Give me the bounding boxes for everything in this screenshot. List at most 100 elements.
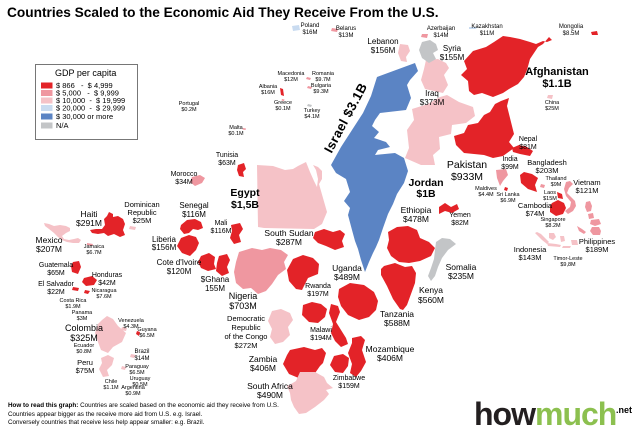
svg-text:Syria: Syria: [443, 44, 462, 53]
svg-text:Costa Rica: Costa Rica: [60, 298, 88, 304]
svg-text:Paraguay: Paraguay: [125, 364, 149, 370]
svg-text:Argentina: Argentina: [121, 385, 145, 391]
svg-text:$42M: $42M: [98, 280, 116, 287]
svg-text:Malta: Malta: [229, 125, 243, 131]
svg-text:$4.4M: $4.4M: [478, 192, 494, 198]
svg-text:$588M: $588M: [384, 318, 410, 328]
svg-text:Panama: Panama: [72, 310, 93, 316]
svg-text:Afghanistan: Afghanistan: [525, 66, 589, 78]
svg-text:$8.5M: $8.5M: [563, 31, 580, 37]
svg-text:$12M: $12M: [284, 77, 298, 83]
svg-text:$ 5,000 - $ 9,999: $ 5,000 - $ 9,999: [56, 89, 119, 98]
svg-text:$1,5B: $1,5B: [231, 199, 259, 211]
svg-text:$235M: $235M: [448, 271, 474, 281]
svg-text:$560M: $560M: [418, 295, 444, 305]
svg-text:$703M: $703M: [229, 301, 257, 311]
svg-text:Uruguay: Uruguay: [130, 376, 151, 382]
svg-text:Laos: Laos: [544, 190, 556, 196]
svg-text:$7.6M: $7.6M: [96, 294, 112, 300]
svg-text:$16M: $16M: [261, 90, 275, 96]
svg-text:Dominican: Dominican: [124, 200, 159, 209]
svg-text:Turkey: Turkey: [304, 108, 321, 114]
svg-text:Singapore: Singapore: [540, 217, 565, 223]
svg-text:Guyana: Guyana: [137, 327, 157, 333]
svg-text:Bulgaria: Bulgaria: [311, 83, 332, 89]
svg-text:$121M: $121M: [576, 186, 599, 195]
svg-text:China: China: [545, 100, 560, 106]
svg-text:$4.1M: $4.1M: [304, 114, 320, 120]
svg-text:$22M: $22M: [47, 289, 65, 296]
svg-text:Jordan: Jordan: [408, 177, 443, 189]
svg-text:Brazil: Brazil: [134, 349, 149, 355]
svg-text:Bangladesh: Bangladesh: [527, 158, 567, 167]
svg-text:Senegal: Senegal: [179, 201, 209, 210]
svg-text:Uganda: Uganda: [332, 263, 362, 273]
svg-text:Sri Lanka: Sri Lanka: [496, 192, 520, 198]
svg-text:$11M: $11M: [480, 31, 495, 37]
svg-text:Countries Scaled to the Econom: Countries Scaled to the Economic Aid The…: [7, 5, 439, 20]
svg-text:$1.9M: $1.9M: [65, 304, 81, 310]
svg-text:Jamaica: Jamaica: [84, 244, 105, 250]
svg-text:$291M: $291M: [76, 218, 102, 228]
svg-text:Lebanon: Lebanon: [367, 37, 398, 46]
svg-text:Poland: Poland: [301, 23, 320, 29]
svg-text:$189M: $189M: [586, 245, 609, 254]
svg-text:Mongolia: Mongolia: [559, 24, 584, 30]
svg-text:Peru: Peru: [77, 358, 93, 367]
svg-text:$63M: $63M: [218, 160, 236, 167]
svg-text:$82M: $82M: [451, 220, 469, 227]
svg-text:Macedonia: Macedonia: [278, 71, 306, 77]
svg-text:$156M: $156M: [152, 243, 177, 252]
svg-text:$4.3M: $4.3M: [123, 324, 139, 330]
svg-text:$6.5M: $6.5M: [139, 333, 155, 339]
svg-text:Albania: Albania: [259, 84, 278, 90]
svg-text:South Africa: South Africa: [247, 381, 293, 391]
svg-text:Nigeria: Nigeria: [229, 291, 258, 301]
svg-text:$81M: $81M: [519, 144, 537, 151]
svg-text:$478M: $478M: [403, 214, 429, 224]
svg-text:Liberia: Liberia: [152, 235, 177, 244]
svg-text:$9.3M: $9.3M: [313, 89, 329, 95]
svg-text:Vietnam: Vietnam: [573, 178, 600, 187]
svg-text:$16M: $16M: [302, 30, 317, 36]
svg-text:$0.8M: $0.8M: [76, 349, 92, 355]
svg-text:$0.2M: $0.2M: [181, 107, 197, 113]
svg-text:Democratic: Democratic: [227, 314, 265, 323]
svg-text:$0.1M: $0.1M: [275, 106, 291, 112]
svg-text:Maldives: Maldives: [475, 186, 497, 192]
svg-text:$65M: $65M: [47, 270, 65, 277]
svg-text:Countries appear bigger as the: Countries appear bigger as the receive m…: [8, 411, 202, 418]
svg-text:Zimbabwe: Zimbabwe: [333, 375, 365, 382]
svg-text:$1.1M: $1.1M: [103, 385, 119, 391]
svg-text:$325M: $325M: [70, 333, 98, 343]
svg-text:South Sudan: South Sudan: [264, 228, 313, 238]
svg-text:Greece: Greece: [274, 100, 292, 106]
svg-text:Tanzania: Tanzania: [380, 309, 414, 319]
svg-text:GDP per capita: GDP per capita: [55, 68, 116, 78]
svg-text:Venezuela: Venezuela: [118, 318, 145, 324]
svg-text:$490M: $490M: [257, 390, 283, 400]
svg-text:$0.5M: $0.5M: [132, 382, 148, 388]
svg-text:$25M: $25M: [133, 216, 152, 225]
svg-text:Nicaragua: Nicaragua: [91, 288, 117, 294]
svg-text:Somalia: Somalia: [446, 262, 477, 272]
svg-text:$14M: $14M: [433, 33, 448, 39]
svg-text:Nepal: Nepal: [519, 136, 538, 143]
svg-text:How to read this graph: Countr: How to read this graph: Countries are sc…: [8, 402, 279, 409]
svg-text:$74M: $74M: [526, 209, 545, 218]
svg-text:Tunisia: Tunisia: [216, 152, 238, 159]
svg-text:Republic: Republic: [231, 323, 260, 332]
svg-text:$197M: $197M: [307, 291, 329, 298]
svg-text:$116M: $116M: [182, 210, 206, 219]
svg-text:$25M: $25M: [545, 106, 559, 112]
svg-text:Indonesia: Indonesia: [514, 245, 547, 254]
svg-text:$3M: $3M: [77, 316, 88, 322]
svg-text:Haiti: Haiti: [80, 209, 97, 219]
svg-text:Morocco: Morocco: [171, 171, 198, 178]
svg-text:$0.9M: $0.9M: [125, 391, 141, 397]
svg-text:Zambia: Zambia: [249, 354, 278, 364]
svg-text:$287M: $287M: [276, 237, 302, 247]
svg-text:$13M: $13M: [338, 33, 353, 39]
svg-text:Philippines: Philippines: [579, 237, 616, 246]
svg-text:$9,8M: $9,8M: [560, 262, 576, 268]
